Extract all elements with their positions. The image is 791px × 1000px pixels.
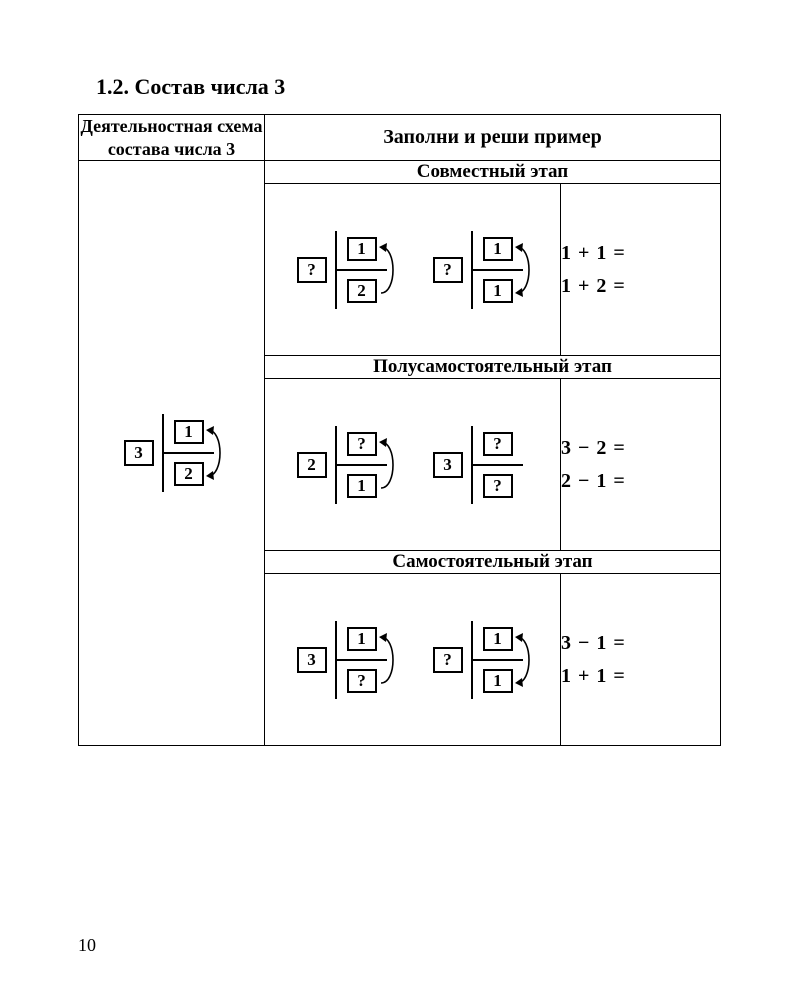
main-box: ?	[297, 257, 327, 283]
stage2-diagrams: 2? 1 3??	[265, 379, 561, 551]
stage1-diagrams: ? 1 2 ? 1 1	[265, 184, 561, 356]
bottom-box: ?	[483, 474, 513, 498]
bottom-box: 2	[347, 279, 377, 303]
main-box: 3	[124, 440, 154, 466]
equation: 1 + 1 =	[561, 242, 720, 265]
main-box: 3	[297, 647, 327, 673]
equation: 2 − 1 =	[561, 470, 720, 493]
page-number: 10	[78, 935, 96, 956]
equation: 3 − 2 =	[561, 437, 720, 460]
composition-diagram: 3??	[425, 420, 537, 510]
swap-arrow-icon	[377, 621, 407, 699]
composition-diagram: ? 1 1	[425, 615, 537, 705]
top-box: 1	[483, 627, 513, 651]
stage3-equations: 3 − 1 = 1 + 1 =	[561, 574, 721, 746]
swap-arrow-icon	[377, 231, 407, 309]
swap-arrow-icon	[513, 621, 543, 699]
header-left: Деятельностная схема состава числа 3	[79, 115, 265, 161]
equation: 1 + 2 =	[561, 275, 720, 298]
composition-diagram: 31 2	[116, 408, 228, 498]
equation: 3 − 1 =	[561, 632, 720, 655]
composition-diagram: ? 1 1	[425, 225, 537, 315]
top-box: 1	[483, 237, 513, 261]
swap-arrow-icon	[204, 414, 234, 492]
stage2-equations: 3 − 2 = 2 − 1 =	[561, 379, 721, 551]
stage1-title: Совместный этап	[265, 161, 721, 184]
main-box: ?	[433, 647, 463, 673]
composition-diagram: 2? 1	[289, 420, 401, 510]
top-box: 1	[347, 237, 377, 261]
header-right: Заполни и реши пример	[265, 115, 721, 161]
equation: 1 + 1 =	[561, 665, 720, 688]
bottom-box: 1	[347, 474, 377, 498]
swap-arrow-icon	[377, 426, 407, 504]
bottom-box: 2	[174, 462, 204, 486]
stage3-diagrams: 31? ?11	[265, 574, 561, 746]
worksheet-table: Деятельностная схема состава числа 3 Зап…	[78, 114, 721, 746]
main-box: 2	[297, 452, 327, 478]
top-box: ?	[483, 432, 513, 456]
composition-diagram: 31?	[289, 615, 401, 705]
bottom-box: 1	[483, 669, 513, 693]
main-box: 3	[433, 452, 463, 478]
top-box: ?	[347, 432, 377, 456]
stage2-title: Полусамостоятельный этап	[265, 356, 721, 379]
bottom-box: 1	[483, 279, 513, 303]
stage3-title: Самостоятельный этап	[265, 551, 721, 574]
scheme-cell: 31 2	[79, 161, 265, 746]
top-box: 1	[174, 420, 204, 444]
section-heading: 1.2. Состав числа 3	[96, 74, 719, 100]
stage1-equations: 1 + 1 = 1 + 2 =	[561, 184, 721, 356]
composition-diagram: ? 1 2	[289, 225, 401, 315]
top-box: 1	[347, 627, 377, 651]
main-box: ?	[433, 257, 463, 283]
swap-arrow-icon	[513, 231, 543, 309]
bottom-box: ?	[347, 669, 377, 693]
